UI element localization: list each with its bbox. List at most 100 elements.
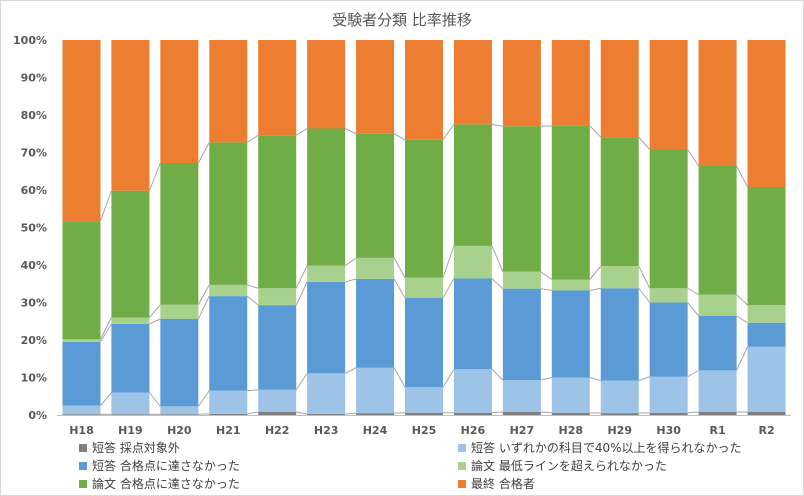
series-line (100, 317, 112, 340)
bar-segment (649, 149, 688, 289)
bar-segment (111, 190, 150, 318)
bar-segment (62, 339, 101, 342)
bar-segment (600, 288, 639, 381)
bar-segment (62, 405, 101, 415)
series-line (149, 318, 161, 325)
x-tick-label: H25 (412, 424, 437, 437)
series-line (687, 411, 699, 414)
series-line (247, 284, 259, 289)
series-line (736, 165, 748, 188)
x-tick-label: H23 (314, 424, 339, 437)
bar-segment (502, 126, 541, 272)
bar-segment (698, 40, 737, 166)
series-line (442, 124, 455, 141)
bar-segment (111, 323, 150, 393)
bar-segment (258, 135, 297, 289)
bar-segment (62, 221, 101, 340)
series-line (344, 367, 357, 374)
series-line (344, 257, 357, 267)
bar-segment (600, 137, 639, 267)
legend-swatch (458, 443, 466, 452)
bar-segment (62, 40, 101, 222)
bar-segment (600, 40, 639, 138)
legend-swatch (79, 443, 87, 452)
series-line (149, 304, 161, 318)
bar-segment (698, 370, 737, 412)
x-tick-label: H28 (559, 424, 584, 437)
series-line (442, 368, 455, 388)
bar-segment (649, 288, 688, 303)
series-line (736, 346, 748, 371)
bar-segment (405, 412, 443, 415)
bar-segment (649, 412, 688, 415)
series-line (540, 271, 553, 281)
series-line (638, 376, 650, 381)
bar-segment (405, 277, 443, 298)
bar-segment (307, 281, 346, 374)
bar-segment (307, 373, 346, 414)
bar-segment (209, 390, 248, 414)
bar-segment (160, 406, 199, 415)
legend-item: 短答 合格点に達さなかった (79, 457, 240, 474)
bar-segment (600, 380, 639, 414)
bar-segment (307, 265, 346, 282)
series-line (687, 287, 699, 296)
series-line (687, 302, 699, 317)
series-line (345, 412, 357, 415)
chart-plot-area: 0% 10% 20% 30% 40% 50% 60% 70% 80% 90% 100% H18 H19 H… (13, 34, 791, 437)
legend-swatch (79, 461, 87, 470)
bar-segment (307, 128, 346, 266)
bar-segment (453, 245, 492, 279)
y-tick-label: 90% (21, 72, 47, 85)
x-tick-label: H20 (167, 424, 192, 437)
series-line (393, 367, 406, 388)
series-line (295, 128, 308, 136)
bar-segment (551, 125, 590, 280)
legend-item: 論文 合格点に達さなかった (79, 475, 240, 492)
bar-segment (600, 266, 639, 289)
series-line (295, 265, 308, 289)
x-tick-label: H22 (265, 424, 290, 437)
legend-item: 論文 最低ラインを超えられなかった (458, 457, 667, 474)
series-line (638, 136, 651, 150)
bar-segment (307, 40, 346, 129)
series-line (149, 392, 161, 407)
y-tick-label: 60% (21, 184, 47, 197)
y-tick-label: 20% (21, 334, 47, 347)
bar-segment (502, 40, 541, 127)
bar-segment (747, 187, 786, 306)
bar-segment (209, 142, 248, 285)
bar-segment (453, 40, 492, 125)
legend-item: 短答 いずれかの科目で40%以上を得られなかった (458, 439, 742, 456)
y-tick-label: 30% (21, 297, 47, 310)
x-tick-label: H27 (510, 424, 535, 437)
series-line (100, 392, 112, 406)
series-line (148, 162, 161, 191)
series-line (197, 295, 210, 320)
bar-segment (698, 166, 737, 295)
bar-segment (551, 290, 590, 378)
y-tick-label: 40% (21, 259, 47, 272)
bar-segment (698, 316, 737, 371)
bar-segment (160, 40, 199, 163)
bar-segment (356, 278, 395, 368)
bar-segment (453, 124, 492, 246)
bar-segment (356, 257, 395, 279)
x-tick-label: R2 (758, 424, 774, 437)
bar-segment (747, 412, 786, 415)
series-line (736, 294, 748, 306)
bar-segment (258, 389, 297, 412)
series-line (540, 411, 552, 414)
legend-label: 短答 いずれかの科目で40%以上を得られなかった (471, 441, 742, 455)
bar-segment (258, 40, 297, 136)
bar-segment (209, 284, 248, 297)
bar-segment (551, 412, 590, 415)
series-line (736, 315, 748, 324)
bar-segment (747, 40, 786, 187)
series-line (393, 257, 406, 278)
series-line (491, 411, 503, 414)
bar-segment (111, 317, 150, 324)
bar-segment (405, 40, 443, 140)
series-line (344, 128, 357, 135)
